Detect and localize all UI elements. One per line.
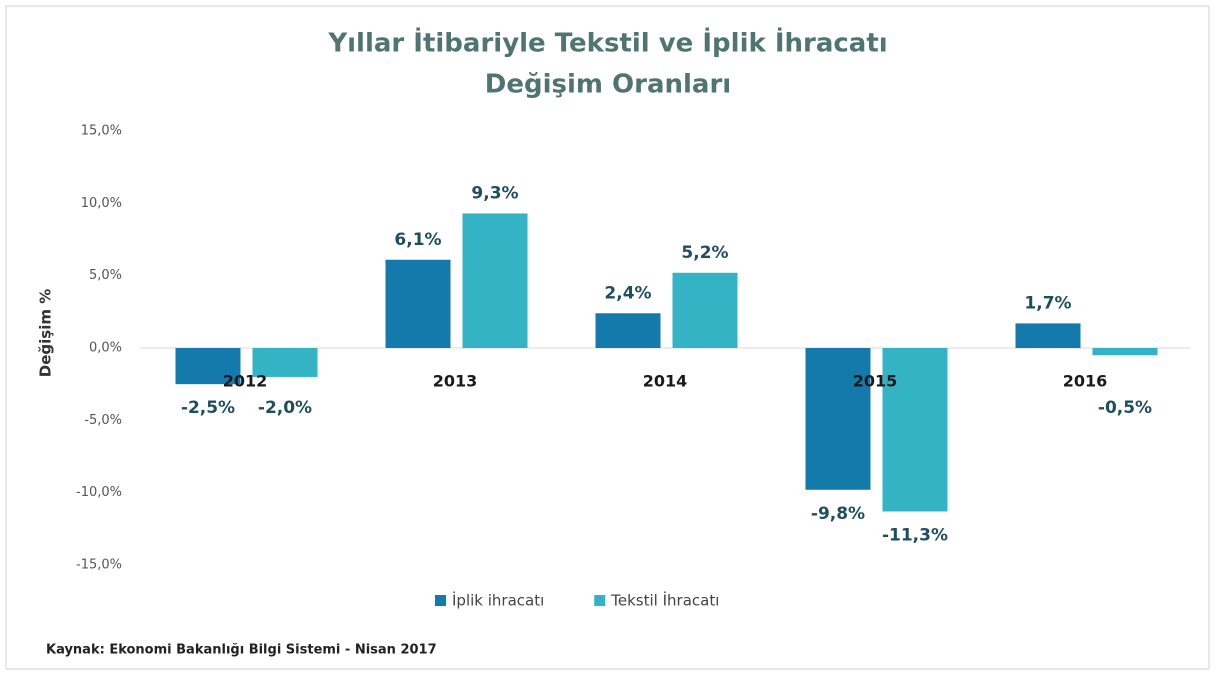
bar bbox=[882, 348, 948, 512]
y-tick-label: 5,0% bbox=[89, 268, 122, 283]
chart-title: Değişim Oranları bbox=[485, 70, 731, 100]
bar bbox=[1092, 348, 1158, 356]
bar bbox=[1015, 323, 1081, 348]
x-tick-label: 2014 bbox=[643, 372, 688, 391]
data-label: -2,5% bbox=[181, 398, 235, 418]
y-tick-label: -10,0% bbox=[76, 485, 122, 500]
y-tick-label: 10,0% bbox=[81, 196, 122, 211]
legend-label: Tekstil İhracatı bbox=[610, 591, 719, 610]
legend-swatch bbox=[594, 595, 606, 606]
chart-title: Yıllar İtibariyle Tekstil ve İplik İhrac… bbox=[327, 27, 887, 59]
bar bbox=[595, 313, 661, 348]
bar bbox=[252, 348, 318, 377]
data-label: 9,3% bbox=[471, 183, 518, 203]
legend-label: İplik ihracatı bbox=[452, 591, 544, 610]
y-tick-label: 0,0% bbox=[89, 341, 122, 356]
data-label: 2,4% bbox=[604, 283, 651, 303]
bar bbox=[672, 272, 738, 348]
y-tick-label: -5,0% bbox=[84, 413, 122, 428]
data-label: 5,2% bbox=[681, 243, 728, 263]
legend-swatch bbox=[435, 595, 446, 606]
x-tick-label: 2012 bbox=[223, 372, 268, 391]
data-label: 1,7% bbox=[1024, 293, 1071, 313]
bar bbox=[805, 348, 871, 490]
bar bbox=[175, 348, 241, 385]
bar bbox=[462, 213, 528, 348]
x-tick-label: 2013 bbox=[433, 372, 478, 391]
x-tick-label: 2016 bbox=[1063, 372, 1108, 391]
data-label: -11,3% bbox=[882, 525, 948, 545]
data-label: 6,1% bbox=[394, 230, 441, 250]
y-tick-label: -15,0% bbox=[76, 558, 122, 573]
bar bbox=[385, 259, 451, 348]
data-label: -9,8% bbox=[811, 504, 865, 524]
source: Kaynak: Ekonomi Bakanlığı Bilgi Sistemi … bbox=[46, 643, 437, 658]
data-label: -2,0% bbox=[258, 398, 312, 418]
x-tick-label: 2015 bbox=[853, 372, 898, 391]
y-axis-label: Değişim % bbox=[37, 289, 55, 377]
data-label: -0,5% bbox=[1098, 398, 1152, 418]
y-tick-label: 15,0% bbox=[81, 124, 122, 139]
